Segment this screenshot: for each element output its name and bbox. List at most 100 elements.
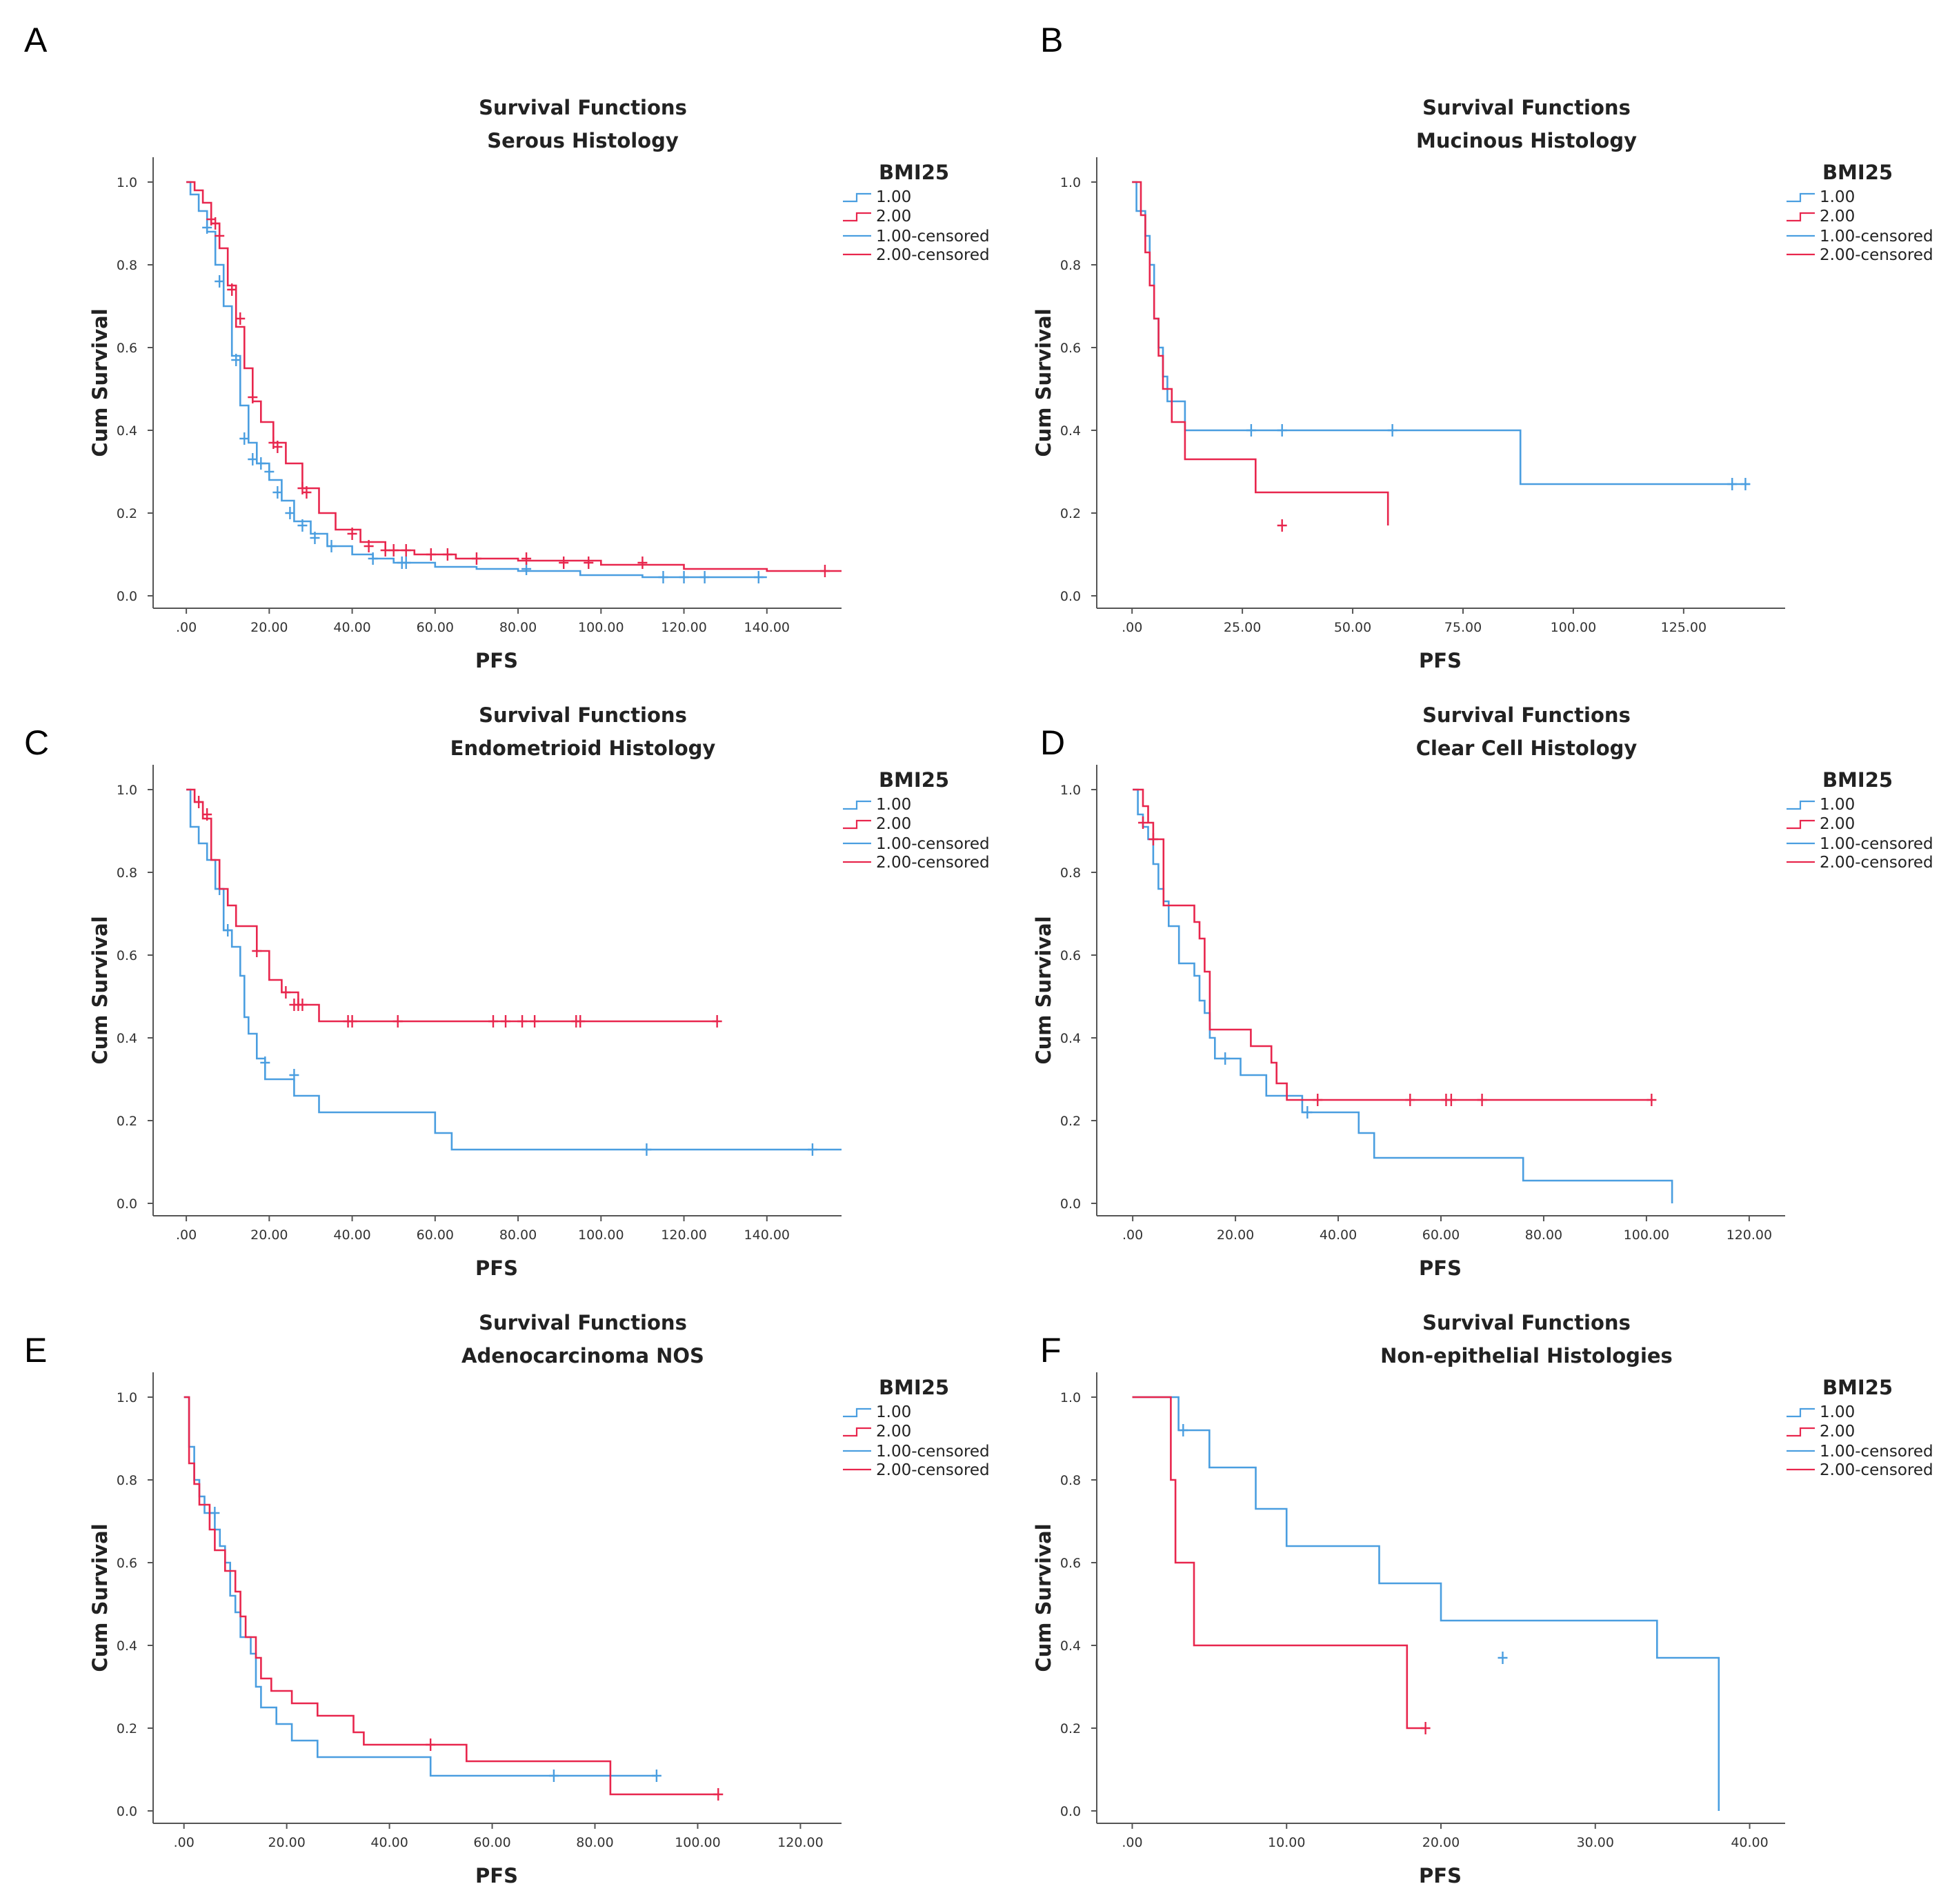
y-tick-label: 0.6 <box>117 1556 137 1571</box>
legend-swatch <box>843 212 871 222</box>
legend-label: 1.00 <box>876 796 911 814</box>
censor-mark <box>819 565 830 577</box>
y-axis-title: Cum Survival <box>88 1523 112 1672</box>
survival-curve-series-1.00 <box>1133 788 1673 1203</box>
survival-curve-series-2.00 <box>183 1396 719 1796</box>
censor-mark <box>231 354 241 366</box>
legend-label: 2.00 <box>1820 815 1855 833</box>
censor-mark <box>285 507 295 519</box>
censor-mark <box>637 557 648 569</box>
panel-letter: D <box>1040 723 1065 762</box>
censor-mark <box>297 519 308 532</box>
survival-curve-series-2.00 <box>186 181 842 572</box>
censor-mark <box>1446 1094 1456 1106</box>
x-tick-label: .00 <box>1122 1835 1142 1850</box>
censor-mark <box>559 557 569 569</box>
y-tick-label: 1.0 <box>117 175 137 190</box>
x-tick-label: 40.00 <box>1320 1227 1357 1243</box>
legend-label: 1.00-censored <box>1820 228 1933 245</box>
panel-f: F Survival Functions Non-epithelial Histol… <box>1032 1311 1933 1887</box>
censor-mark <box>1387 424 1397 437</box>
x-tick-label: 60.00 <box>417 620 454 635</box>
censor-mark <box>1246 424 1256 437</box>
censor-mark <box>1740 478 1751 490</box>
chart-title: Survival Functions <box>1422 703 1631 727</box>
survival-curve-series-1.00 <box>1132 181 1750 485</box>
panel-a: A Survival Functions Serous Histology 0.0 0.… <box>24 21 990 672</box>
x-tick-label: 20.00 <box>250 620 288 635</box>
legend-label: 2.00-censored <box>876 246 990 264</box>
y-tick-label: 1.0 <box>117 1390 137 1405</box>
censor-mark <box>202 808 212 821</box>
censor-mark <box>1727 478 1738 490</box>
censor-mark <box>1138 816 1148 829</box>
y-tick-label: 0.2 <box>1060 1721 1081 1736</box>
censor-mark <box>641 1143 652 1156</box>
y-tick-label: 0.4 <box>117 1031 137 1046</box>
y-tick-label: 0.6 <box>1060 948 1081 963</box>
y-axis-title: Cum Survival <box>88 916 112 1064</box>
censor-mark <box>699 571 710 583</box>
x-tick-label: 100.00 <box>675 1835 720 1850</box>
censor-mark <box>807 1143 817 1156</box>
censor-mark <box>575 1015 586 1028</box>
panel-d: D Survival Functions Clear Cell Histology 0… <box>1032 703 1933 1280</box>
x-tick-label: 75.00 <box>1444 620 1482 635</box>
censor-mark <box>215 230 225 242</box>
panel-letter: B <box>1040 21 1063 59</box>
censor-mark <box>1420 1722 1431 1734</box>
survival-curve-series-2.00 <box>1132 1396 1426 1730</box>
y-tick-label: 0.0 <box>117 1196 137 1212</box>
censor-mark <box>202 221 212 234</box>
chart-subtitle: Serous Histology <box>487 129 679 152</box>
y-tick-label: 0.2 <box>117 1721 137 1736</box>
legend-title: BMI25 <box>1822 768 1893 792</box>
censor-mark <box>442 548 452 561</box>
panel-e: E Survival Functions Adenocarcinoma NOS 0.0… <box>24 1311 990 1887</box>
chart-title: Survival Functions <box>479 1311 687 1334</box>
y-tick-label: 0.8 <box>117 1473 137 1488</box>
censor-mark <box>310 532 320 544</box>
panel-letter: A <box>24 21 48 59</box>
censor-mark <box>1178 1424 1188 1436</box>
x-tick-label: .00 <box>1122 1227 1143 1243</box>
censor-mark <box>548 1770 559 1782</box>
x-tick-label: 80.00 <box>1525 1227 1562 1243</box>
censor-mark <box>1477 1094 1487 1106</box>
survival-curve-series-1.00 <box>186 788 842 1151</box>
y-tick-label: 1.0 <box>1060 783 1081 798</box>
x-tick-label: .00 <box>176 620 197 635</box>
y-tick-label: 0.2 <box>117 1114 137 1129</box>
censor-mark <box>1405 1094 1415 1106</box>
x-tick-label: 140.00 <box>744 620 790 635</box>
censor-mark <box>215 275 225 288</box>
x-tick-label: 60.00 <box>417 1227 454 1243</box>
x-axis-title: PFS <box>475 1256 518 1280</box>
censor-mark <box>1646 1094 1657 1106</box>
censor-mark <box>297 999 308 1011</box>
y-tick-label: 0.8 <box>1060 865 1081 881</box>
x-tick-label: .00 <box>174 1835 195 1850</box>
censor-mark <box>210 1507 220 1519</box>
x-tick-label: 120.00 <box>777 1835 823 1850</box>
x-axis-title: PFS <box>1419 1864 1462 1887</box>
censor-mark <box>252 945 262 957</box>
x-tick-label: 120.00 <box>1727 1227 1772 1243</box>
x-tick-label: 25.00 <box>1224 620 1261 635</box>
censor-mark <box>239 432 250 445</box>
legend-swatch <box>843 1407 871 1418</box>
censor-mark <box>1220 1052 1231 1065</box>
x-tick-label: 100.00 <box>578 620 624 635</box>
censor-mark <box>1277 424 1287 437</box>
x-axis-title: PFS <box>475 1864 518 1887</box>
y-tick-label: 1.0 <box>1060 1390 1081 1405</box>
censor-mark <box>1148 833 1158 845</box>
chart-subtitle: Endometrioid Histology <box>450 736 716 760</box>
chart-title: Survival Functions <box>1422 96 1631 119</box>
censor-mark <box>194 796 204 808</box>
y-tick-label: 0.2 <box>1060 506 1081 521</box>
panel-letter: F <box>1040 1331 1062 1370</box>
survival-curve-series-2.00 <box>1133 788 1652 1101</box>
censor-mark <box>488 1015 498 1028</box>
legend-label: 2.00 <box>1820 208 1855 226</box>
